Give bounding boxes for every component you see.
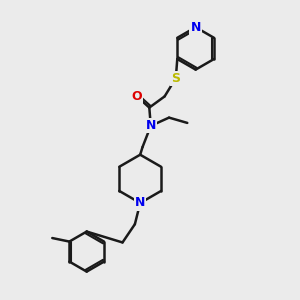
Text: S: S	[171, 72, 180, 85]
Text: N: N	[146, 119, 156, 132]
Text: N: N	[190, 21, 201, 34]
Text: N: N	[135, 196, 146, 209]
Text: O: O	[132, 90, 142, 103]
